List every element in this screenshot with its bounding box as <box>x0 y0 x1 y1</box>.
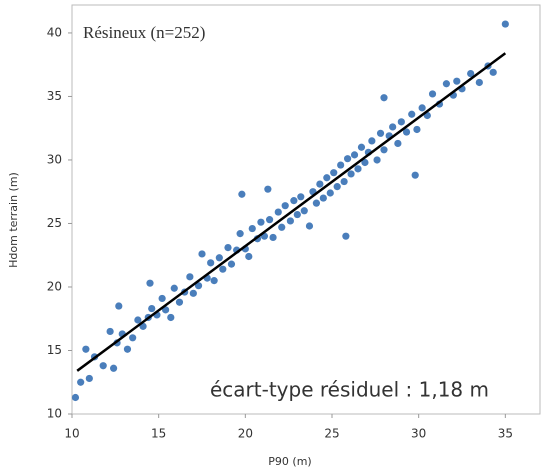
point <box>501 20 509 28</box>
point <box>146 279 154 287</box>
point <box>489 68 497 76</box>
point <box>85 374 93 383</box>
point <box>326 189 334 197</box>
point <box>115 302 123 310</box>
point <box>286 217 294 225</box>
point <box>210 277 218 285</box>
y-tick-label: 30 <box>47 152 62 166</box>
point <box>99 362 107 370</box>
point <box>319 194 327 202</box>
y-tick-label: 15 <box>47 343 62 357</box>
point <box>266 216 274 224</box>
point <box>380 94 388 102</box>
point <box>428 90 437 98</box>
point <box>411 171 419 179</box>
point <box>278 223 286 231</box>
y-tick-label: 20 <box>47 279 62 293</box>
point <box>354 165 362 173</box>
y-tick-label: 25 <box>47 216 62 230</box>
point <box>274 208 282 216</box>
x-tick-label: 20 <box>238 427 253 441</box>
chart-title: Résineux (n=252) <box>83 23 205 42</box>
point <box>158 294 166 303</box>
point <box>245 252 253 261</box>
point <box>215 254 223 262</box>
x-tick-label: 15 <box>151 427 166 441</box>
y-axis-label: Hdom terrain (m) <box>7 172 20 268</box>
point <box>129 334 137 342</box>
point <box>380 146 388 154</box>
point <box>340 177 348 186</box>
point <box>475 78 483 87</box>
point <box>293 210 301 219</box>
point <box>373 156 381 164</box>
point <box>106 327 114 336</box>
point <box>281 202 289 210</box>
x-tick-label: 25 <box>324 427 339 441</box>
point <box>264 185 272 193</box>
annotation: écart-type résiduel : 1,18 m <box>210 378 489 402</box>
point <box>269 233 277 242</box>
point <box>418 104 426 112</box>
point <box>194 282 203 290</box>
point <box>238 190 246 198</box>
point <box>219 265 227 273</box>
point <box>333 183 341 191</box>
x-tick-label: 35 <box>498 427 513 441</box>
point <box>170 284 178 292</box>
x-tick-label: 30 <box>411 427 426 441</box>
point <box>357 143 366 151</box>
point <box>305 222 314 230</box>
point <box>110 364 118 372</box>
point <box>77 378 85 386</box>
point <box>236 230 244 238</box>
point <box>207 259 215 267</box>
point <box>330 169 338 177</box>
point <box>389 123 397 131</box>
point <box>337 161 345 169</box>
point <box>227 260 236 268</box>
point <box>408 110 416 118</box>
point <box>347 170 355 178</box>
point <box>394 139 402 148</box>
point <box>71 393 80 402</box>
point <box>397 118 405 126</box>
point <box>316 180 324 188</box>
y-tick-label: 10 <box>47 407 62 421</box>
point <box>361 158 369 167</box>
point <box>290 197 298 205</box>
point <box>167 313 175 322</box>
point <box>186 273 194 281</box>
point <box>413 125 421 134</box>
point <box>323 174 331 182</box>
point <box>300 207 308 215</box>
point <box>123 345 132 353</box>
point <box>148 304 156 313</box>
point <box>402 128 411 136</box>
point <box>312 199 320 207</box>
point <box>342 232 350 240</box>
point <box>467 69 475 78</box>
point <box>350 151 359 159</box>
point <box>175 298 184 306</box>
point <box>453 77 461 85</box>
x-tick-label: 10 <box>64 427 79 441</box>
point <box>82 345 90 353</box>
point <box>248 224 256 233</box>
point <box>442 80 450 88</box>
point <box>297 193 305 201</box>
y-tick-label: 40 <box>47 25 62 39</box>
point <box>376 129 385 137</box>
point <box>134 316 142 324</box>
point <box>368 137 376 145</box>
point <box>344 155 352 163</box>
x-axis-label: P90 (m) <box>268 455 311 468</box>
point <box>224 244 232 252</box>
point <box>257 218 265 226</box>
y-tick-label: 35 <box>47 89 62 103</box>
fit-line <box>76 52 507 372</box>
point <box>198 250 206 258</box>
point <box>189 289 197 297</box>
